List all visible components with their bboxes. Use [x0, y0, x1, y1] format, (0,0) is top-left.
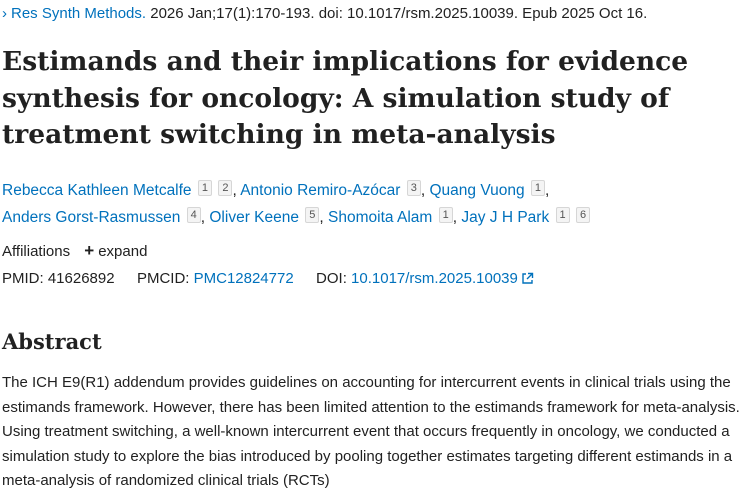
doi-link[interactable]: 10.1017/rsm.2025.10039 — [351, 270, 518, 287]
affiliation-badge[interactable]: 5 — [305, 207, 320, 223]
pmid-label: PMID: — [2, 270, 44, 287]
author-link[interactable]: Antonio Remiro-Azócar — [240, 182, 401, 199]
affiliation-badge[interactable]: 1 — [438, 207, 453, 223]
author-separator: , — [420, 182, 430, 199]
author-separator: , — [545, 182, 550, 199]
citation-line: › Res Synth Methods. 2026 Jan;17(1):170-1… — [2, 5, 647, 22]
plus-icon: + — [84, 241, 95, 260]
pmcid-link[interactable]: PMC12824772 — [193, 270, 294, 287]
citation-details: 2026 Jan;17(1):170-193. doi: 10.1017/rsm… — [146, 5, 648, 22]
journal-link[interactable]: Res Synth Methods. — [11, 5, 147, 22]
author-link[interactable]: Quang Vuong — [429, 182, 525, 199]
external-link-icon[interactable] — [521, 272, 534, 289]
affiliation-badge[interactable]: 2 — [218, 180, 233, 196]
abstract-heading: Abstract — [2, 329, 102, 354]
pmcid-label: PMCID: — [136, 270, 190, 287]
affiliations-label: Affiliations — [2, 243, 71, 260]
author-separator: , — [232, 182, 241, 199]
expand-affiliations-button[interactable]: + expand — [84, 241, 148, 260]
author-separator: , — [452, 209, 462, 226]
abstract-text: The ICH E9(R1) addendum provides guideli… — [2, 374, 740, 489]
author-link[interactable]: Shomoita Alam — [328, 209, 433, 226]
affiliation-badge[interactable]: 1 — [530, 180, 546, 196]
affiliations-row: Affiliations + expand — [2, 241, 147, 261]
author-separator: , — [200, 209, 210, 226]
author-link[interactable]: Jay J H Park — [461, 209, 550, 226]
affiliation-badge[interactable]: 6 — [575, 207, 591, 223]
affiliation-badge[interactable]: 1 — [555, 207, 570, 223]
article-title: Estimands and their implications for evi… — [2, 46, 689, 150]
expand-label: expand — [98, 243, 148, 260]
author-list: Rebecca Kathleen Metcalfe 1 2, Antonio R… — [2, 177, 742, 231]
identifiers-row: PMID: 41626892 PMCID: PMC12824772 DOI: 1… — [2, 270, 534, 289]
doi-label: DOI: — [316, 270, 347, 287]
affiliation-badge[interactable]: 3 — [406, 180, 421, 196]
affiliation-badge[interactable]: 4 — [186, 207, 201, 223]
affiliation-badge[interactable]: 1 — [197, 180, 212, 196]
pmid-value: 41626892 — [47, 270, 115, 287]
author-link[interactable]: Oliver Keene — [209, 209, 299, 226]
author-separator: , — [319, 209, 329, 226]
chevron-right-icon[interactable]: › — [2, 5, 7, 22]
author-link[interactable]: Anders Gorst-Rasmussen — [2, 209, 181, 226]
author-link[interactable]: Rebecca Kathleen Metcalfe — [2, 182, 192, 199]
